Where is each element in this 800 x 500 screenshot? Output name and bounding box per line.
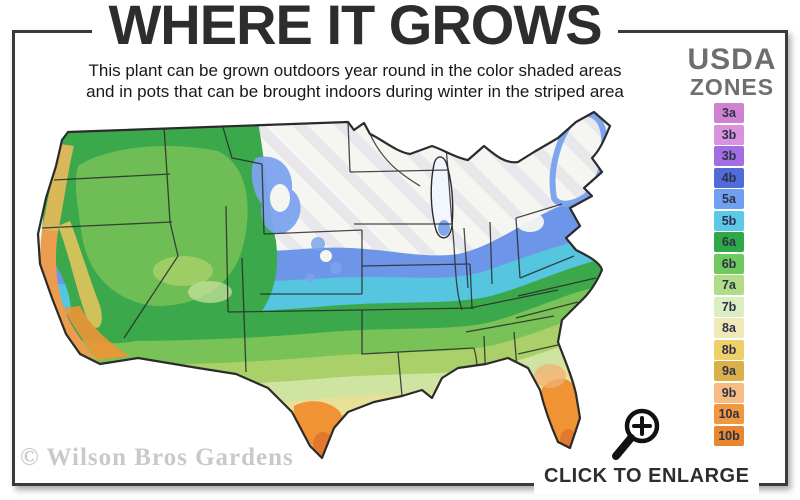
zone-legend: 3a 3b 3b 4b 5a 5b 6a 6b 7a 7b 8a 8b 9a 9b 10a 10b bbox=[714, 103, 744, 447]
zone-chip: 3a bbox=[714, 103, 744, 123]
zone-chip: 3b bbox=[714, 124, 744, 145]
zone-chip-label: 3a bbox=[722, 106, 736, 120]
zone-chip-label: 3b bbox=[721, 127, 737, 142]
central-valley-gold bbox=[58, 221, 102, 328]
oregon-coast-gold-strip bbox=[42, 144, 74, 232]
florida-peach bbox=[534, 364, 566, 388]
subtitle: This plant can be grown outdoors year ro… bbox=[30, 60, 680, 102]
legend-title-usda: USDA bbox=[687, 43, 777, 76]
zone-chip-label: 5b bbox=[721, 213, 737, 228]
rockies-speck-3 bbox=[305, 273, 315, 283]
rockies-white-speck bbox=[320, 250, 332, 262]
zone-chip: 8a bbox=[714, 318, 744, 338]
zone-chip: 7a bbox=[714, 275, 744, 295]
click-to-enlarge-label[interactable]: CLICK TO ENLARGE bbox=[534, 463, 760, 494]
zone-chip: 10a bbox=[714, 404, 744, 424]
zone-chip: 10b bbox=[714, 425, 744, 446]
rockies-speck-1 bbox=[311, 237, 325, 251]
zone-chip-label: 8a bbox=[722, 321, 736, 335]
zone-chip-label: 3b bbox=[721, 149, 737, 163]
page-title: WHERE IT GROWS bbox=[92, 0, 618, 58]
zone-chip-label: 9b bbox=[721, 385, 737, 400]
zone-chip-label: 10a bbox=[718, 407, 740, 421]
watermark: © Wilson Bros Gardens bbox=[20, 444, 294, 471]
zone-chip-label: 10b bbox=[718, 428, 740, 443]
subtitle-line-2: and in pots that can be brought indoors … bbox=[86, 82, 624, 101]
zone-chip: 5a bbox=[714, 189, 744, 209]
zone-chip-label: 4b bbox=[721, 170, 737, 185]
zone-chip: 5b bbox=[714, 210, 744, 231]
zone-chip-label: 6b bbox=[721, 256, 737, 271]
subtitle-line-1: This plant can be grown outdoors year ro… bbox=[88, 61, 622, 80]
zone-chip-label: 8b bbox=[721, 342, 737, 357]
legend-title: USDA ZONES bbox=[676, 44, 788, 100]
california-coast-orange-strip bbox=[40, 230, 98, 360]
us-hardiness-zone-map[interactable] bbox=[18, 106, 663, 468]
zone-chip: 7b bbox=[714, 296, 744, 317]
maine-white-region bbox=[549, 112, 608, 207]
us-outline bbox=[36, 110, 612, 460]
zone-chip: 3b bbox=[714, 146, 744, 166]
magnifier-zoom-icon[interactable] bbox=[604, 400, 668, 466]
zone-chip: 6a bbox=[714, 232, 744, 252]
zone-chip: 6b bbox=[714, 253, 744, 274]
zone-chip-label: 6a bbox=[722, 235, 736, 249]
zone-chip: 9a bbox=[714, 361, 744, 381]
zone-chip-label: 7a bbox=[722, 278, 736, 292]
legend-title-zones: ZONES bbox=[689, 74, 775, 100]
state-borders bbox=[41, 121, 597, 397]
zone-chip-label: 5a bbox=[722, 192, 736, 206]
zone-chip-label: 9a bbox=[722, 364, 736, 378]
lake-michigan-blue-tip bbox=[438, 220, 450, 236]
zone-chip-label: 7b bbox=[721, 299, 737, 314]
title-wrap: WHERE IT GROWS bbox=[30, 0, 680, 58]
zone-chip: 4b bbox=[714, 167, 744, 188]
rockies-speck-2 bbox=[330, 262, 342, 274]
rockies-white-patch bbox=[270, 184, 290, 212]
socal-orange bbox=[64, 306, 130, 360]
adirondack-white-patch bbox=[516, 212, 544, 232]
zone-chip: 8b bbox=[714, 339, 744, 360]
great-basin-pale-green bbox=[188, 281, 232, 303]
great-basin-yellow-green bbox=[153, 256, 213, 286]
zone-chip: 9b bbox=[714, 382, 744, 403]
